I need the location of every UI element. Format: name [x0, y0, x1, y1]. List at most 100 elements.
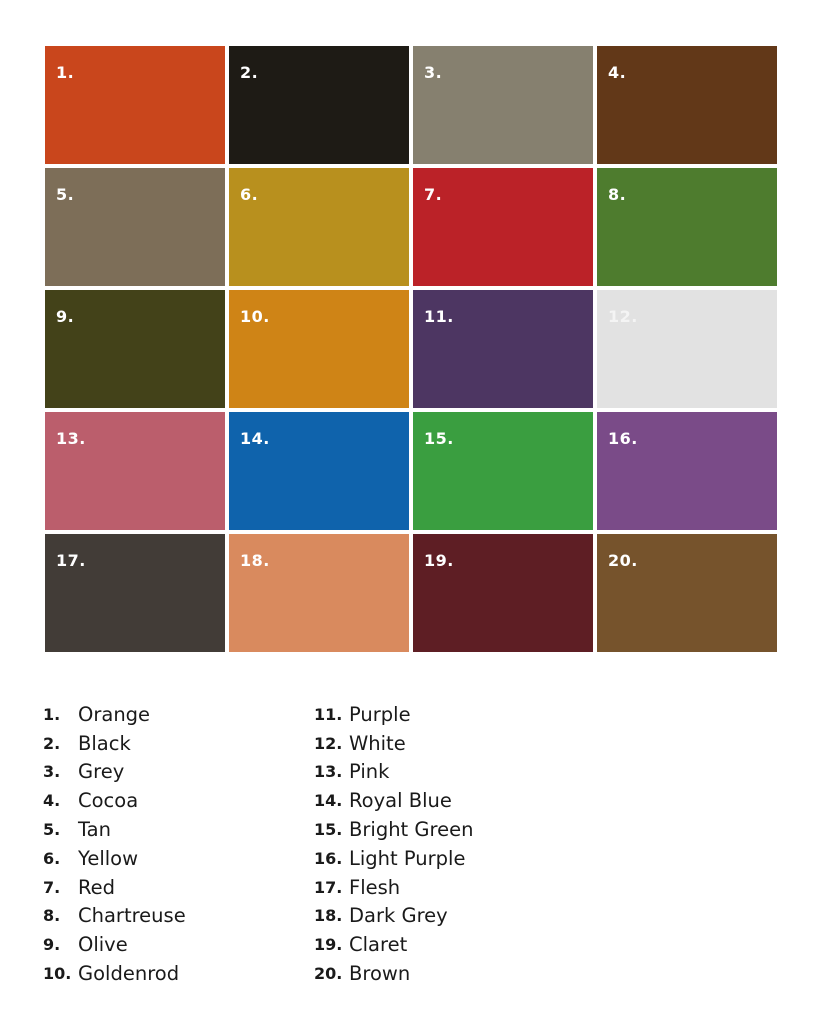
swatch-number: 1. [56, 63, 75, 82]
legend-color-name: Brown [349, 962, 411, 986]
legend-number: 6. [43, 848, 61, 868]
color-swatch: 9. [45, 290, 225, 408]
legend-item: 9. Olive [43, 930, 186, 959]
color-swatch: 1. [45, 46, 225, 164]
legend-item: 6. Yellow [43, 844, 186, 873]
legend-color-name: Chartreuse [78, 904, 186, 928]
legend-number: 1. [43, 704, 61, 724]
legend-number: 19. [314, 935, 343, 955]
color-swatch: 3. [413, 46, 593, 164]
color-swatch: 11. [413, 290, 593, 408]
swatch-number: 3. [424, 63, 443, 82]
color-legend-column-2: 11. Purple 12. White 13. Pink 14. Royal Blue 15.… [314, 700, 473, 988]
legend-number: 5. [43, 820, 61, 840]
swatch-number: 7. [424, 185, 443, 204]
legend-item: 19. Claret [314, 930, 473, 959]
legend-item: 3. Grey [43, 758, 186, 787]
color-swatch: 18. [229, 534, 409, 652]
legend-color-name: Olive [78, 933, 128, 957]
legend-number: 9. [43, 935, 61, 955]
legend-item: 17. Flesh [314, 873, 473, 902]
swatch-number: 15. [424, 429, 454, 448]
legend-color-name: Orange [78, 702, 151, 726]
legend-color-name: Red [78, 875, 116, 899]
legend-item: 15. Bright Green [314, 815, 473, 844]
legend-number: 4. [43, 791, 61, 811]
swatch-number: 16. [608, 429, 638, 448]
legend-color-name: White [349, 731, 406, 755]
legend-color-name: Purple [349, 702, 411, 726]
legend-color-name: Goldenrod [78, 962, 180, 986]
swatch-number: 8. [608, 185, 627, 204]
swatch-number: 20. [608, 551, 638, 570]
legend-number: 3. [43, 762, 61, 782]
legend-color-name: Light Purple [349, 846, 466, 870]
legend-number: 20. [314, 964, 343, 984]
legend-color-name: Pink [349, 760, 390, 784]
legend-item: 5. Tan [43, 815, 186, 844]
legend-number: 11. [314, 704, 343, 724]
legend-color-name: Cocoa [78, 789, 139, 813]
legend-color-name: Dark Grey [349, 904, 448, 928]
swatch-number: 6. [240, 185, 259, 204]
swatch-number: 11. [424, 307, 454, 326]
legend-color-name: Yellow [78, 846, 139, 870]
color-swatch: 16. [597, 412, 777, 530]
legend-number: 14. [314, 791, 343, 811]
legend-item: 11. Purple [314, 700, 473, 729]
color-swatch: 13. [45, 412, 225, 530]
legend-item: 12. White [314, 729, 473, 758]
swatch-number: 18. [240, 551, 270, 570]
color-swatch: 4. [597, 46, 777, 164]
legend-color-name: Black [78, 731, 131, 755]
legend-item: 16. Light Purple [314, 844, 473, 873]
color-swatch: 6. [229, 168, 409, 286]
swatch-number: 4. [608, 63, 627, 82]
legend-item: 10. Goldenrod [43, 959, 186, 988]
swatch-number: 10. [240, 307, 270, 326]
legend-number: 8. [43, 906, 61, 926]
swatch-number: 9. [56, 307, 75, 326]
swatch-number: 5. [56, 185, 75, 204]
legend-color-name: Claret [349, 933, 408, 957]
swatch-number: 2. [240, 63, 259, 82]
color-swatch: 5. [45, 168, 225, 286]
legend-color-name: Grey [78, 760, 125, 784]
legend-item: 2. Black [43, 729, 186, 758]
color-swatch: 2. [229, 46, 409, 164]
color-legend-column-1: 1. Orange 2. Black 3. Grey 4. Cocoa 5. Tan 6. Yello… [43, 700, 186, 988]
legend-number: 13. [314, 762, 343, 782]
color-swatch: 10. [229, 290, 409, 408]
legend-item: 18. Dark Grey [314, 902, 473, 931]
swatch-number: 12. [608, 307, 638, 326]
legend-number: 12. [314, 733, 343, 753]
legend-item: 4. Cocoa [43, 786, 186, 815]
legend-color-name: Flesh [349, 875, 401, 899]
legend-item: 20. Brown [314, 959, 473, 988]
color-swatch: 8. [597, 168, 777, 286]
color-swatch: 14. [229, 412, 409, 530]
color-swatch: 15. [413, 412, 593, 530]
swatch-number: 19. [424, 551, 454, 570]
legend-item: 1. Orange [43, 700, 186, 729]
color-swatch: 19. [413, 534, 593, 652]
legend-item: 14. Royal Blue [314, 786, 473, 815]
legend-number: 15. [314, 820, 343, 840]
legend-color-name: Tan [78, 818, 111, 842]
legend-number: 18. [314, 906, 343, 926]
legend-item: 8. Chartreuse [43, 902, 186, 931]
legend-item: 7. Red [43, 873, 186, 902]
legend-color-name: Royal Blue [349, 789, 452, 813]
swatch-number: 14. [240, 429, 270, 448]
legend-color-name: Bright Green [349, 818, 474, 842]
swatch-number: 13. [56, 429, 86, 448]
color-swatch: 12. [597, 290, 777, 408]
color-swatch: 17. [45, 534, 225, 652]
color-swatch: 7. [413, 168, 593, 286]
legend-number: 10. [43, 964, 72, 984]
color-swatch-grid: 1. 2. 3. 4. 5. 6. 7. 8. 9. 10. 11. 12. 13. 14. 15. 16. 1… [45, 46, 777, 652]
legend-number: 2. [43, 733, 61, 753]
legend-item: 13. Pink [314, 758, 473, 787]
legend-number: 7. [43, 877, 61, 897]
legend-number: 16. [314, 848, 343, 868]
